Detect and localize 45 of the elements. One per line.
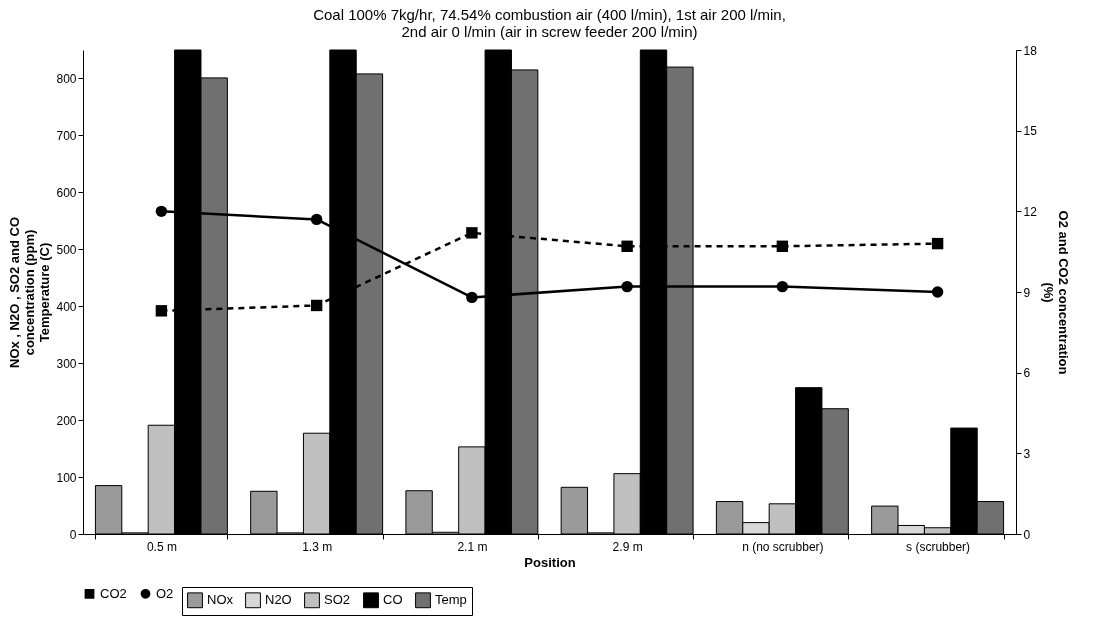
y-tick-label: 800	[56, 71, 77, 86]
y2-tick-label: 15	[1023, 124, 1038, 139]
legend-label: NOx	[207, 592, 234, 608]
y2-tick-label: 3	[1023, 446, 1031, 461]
x-axis-title: Position	[524, 554, 576, 570]
point	[776, 240, 789, 252]
legend-label: CO	[383, 592, 403, 608]
y-tick-label: 200	[56, 413, 77, 428]
chart-title: Coal 100% 7kg/hr, 74.54% combustion air (400 l/min), 1st air 200 l/min, 2nd air 0 l/min (air in screw feeder 200 l/min)	[313, 6, 786, 40]
point	[310, 213, 323, 226]
y-tick-label: 300	[56, 356, 77, 371]
point	[621, 240, 633, 252]
point	[466, 227, 478, 239]
legend-label: O2	[156, 585, 174, 601]
x-tick-label: 2.1 m	[457, 539, 488, 554]
y-tick-label: 400	[56, 299, 77, 314]
y2-tick-label: 0	[1023, 527, 1031, 542]
y-tick-label: 0	[69, 527, 77, 542]
legend-label: CO2	[100, 585, 127, 601]
y-tick-label: 500	[56, 242, 77, 257]
x-tick-label: n (no scrubber)	[742, 539, 824, 554]
point	[155, 305, 168, 317]
x-tick-label: 0.5 m	[146, 539, 177, 554]
point	[310, 299, 323, 312]
y2-tick-label: 18	[1023, 43, 1038, 58]
y-axis-title: NOx , N2O , SO2 and CO concentration (ppm) Temperature (C)	[7, 217, 53, 368]
x-tick-label: 2.9 m	[612, 539, 643, 554]
y-tick-label: 700	[56, 128, 77, 143]
point	[155, 205, 168, 218]
legend-label: Temp	[435, 592, 467, 608]
point	[776, 280, 789, 293]
x-tick-label: 1.3 m	[302, 539, 333, 554]
y-tick-label: 600	[56, 185, 77, 200]
y-tick-label: 100	[56, 470, 77, 485]
point	[931, 286, 944, 298]
y2-tick-label: 12	[1023, 204, 1038, 219]
point	[466, 291, 478, 304]
legend-label: SO2	[324, 592, 351, 608]
x-tick-label: s (scrubber)	[906, 539, 971, 554]
legend-label: N2O	[265, 592, 292, 608]
y2-tick-label: 9	[1023, 285, 1031, 300]
point	[931, 237, 944, 250]
y2-tick-label: 6	[1023, 366, 1031, 381]
y2-axis-title: O2 and CO2 concentration (%)	[1040, 210, 1071, 375]
point	[621, 280, 633, 293]
